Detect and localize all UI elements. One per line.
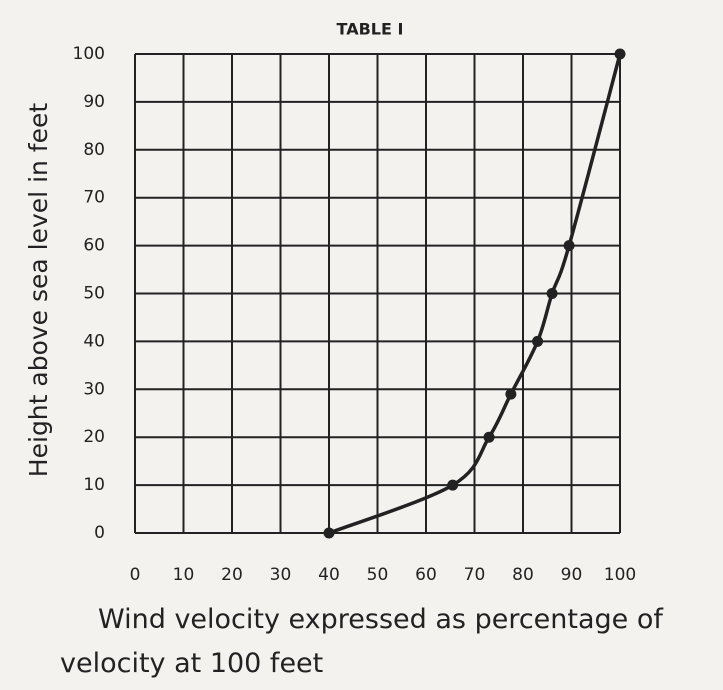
data-point: [483, 431, 495, 443]
x-tick-label: 60: [415, 565, 437, 585]
y-tick-label: 50: [83, 284, 105, 304]
data-point: [532, 335, 544, 347]
y-tick-label: 70: [83, 188, 105, 208]
y-tick-label: 60: [83, 236, 105, 256]
x-tick-label: 10: [173, 565, 195, 585]
y-tick-label: 80: [83, 140, 105, 160]
y-tick-label: 100: [73, 44, 105, 64]
data-point: [614, 48, 626, 60]
x-tick-label: 20: [221, 565, 243, 585]
y-tick-label: 40: [83, 331, 105, 351]
y-tick-label: 90: [83, 92, 105, 112]
x-tick-label: 0: [130, 565, 141, 585]
y-tick-label: 20: [83, 427, 105, 447]
x-tick-label: 70: [464, 565, 486, 585]
data-point: [546, 288, 558, 299]
x-tick-label: 100: [604, 565, 636, 585]
x-tick-label: 80: [512, 565, 534, 585]
y-tick-label: 10: [83, 475, 105, 495]
data-point: [563, 240, 575, 252]
x-tick-label: 90: [561, 565, 583, 585]
y-tick-label: 30: [83, 379, 105, 399]
x-tick-label: 30: [270, 565, 292, 585]
x-tick-label: 50: [367, 565, 389, 585]
data-point: [505, 388, 517, 400]
x-axis-label: Wind velocity expressed as percentage of…: [60, 604, 663, 679]
chart-title: TABLE I: [337, 20, 404, 39]
x-tick-label: 40: [318, 565, 340, 585]
data-point: [447, 479, 459, 491]
y-axis-label: Height above sea level in feet: [24, 103, 53, 478]
data-point: [323, 527, 335, 539]
y-tick-label: 0: [94, 523, 105, 543]
